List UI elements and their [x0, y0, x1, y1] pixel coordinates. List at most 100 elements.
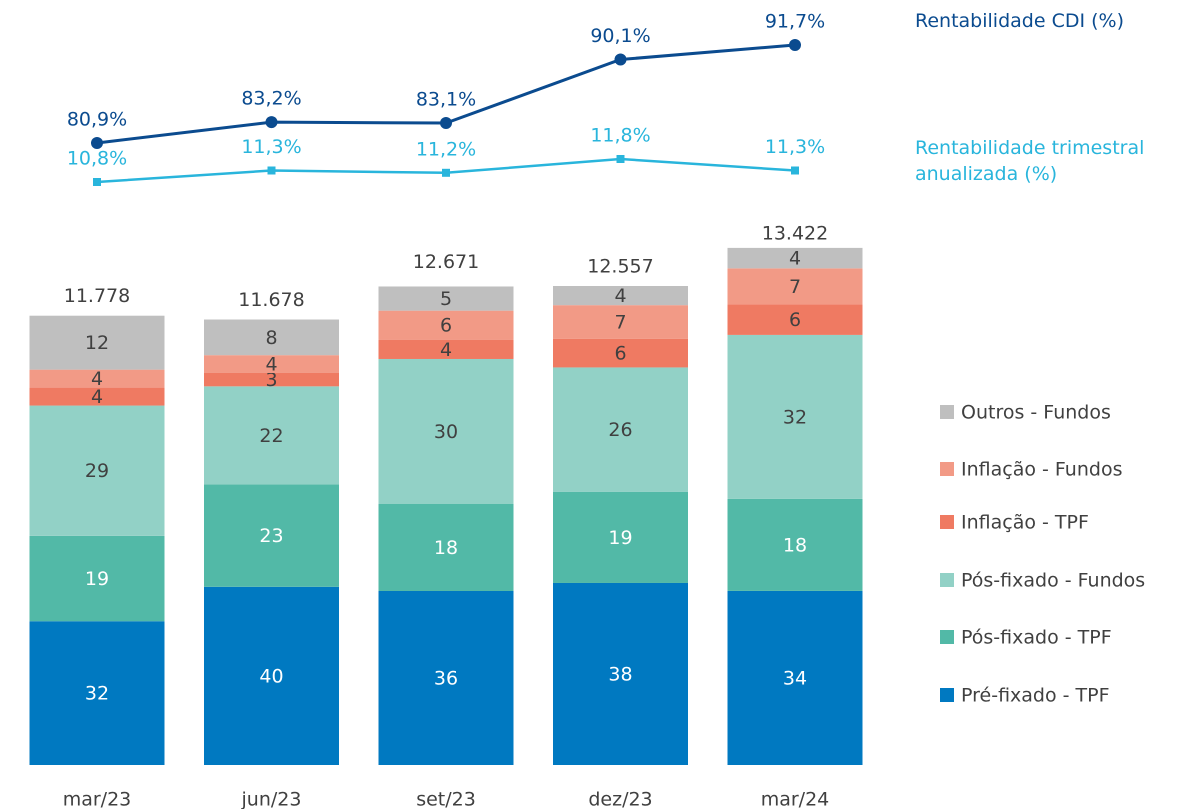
data-label: 4 [91, 368, 103, 390]
data-label: 5 [440, 288, 452, 310]
data-label: 90,1% [590, 25, 650, 47]
bar-segment [553, 338, 688, 368]
data-label: 40 [259, 665, 283, 687]
total-label: 11.678 [238, 289, 304, 311]
data-label: 6 [614, 343, 626, 365]
data-label: 38 [608, 663, 632, 685]
bar-segment [727, 268, 863, 305]
total-label: 11.778 [64, 285, 130, 307]
total-label: 13.422 [762, 223, 828, 245]
line [96, 43, 796, 145]
data-label: 4 [789, 248, 801, 270]
x-tick-label: jun/23 [241, 789, 302, 809]
legend-swatch [940, 462, 954, 476]
x-tick-label: dez/23 [588, 789, 652, 809]
data-label: 19 [608, 527, 632, 549]
data-label: 26 [608, 419, 632, 441]
bar-segment [29, 387, 165, 406]
data-label: 7 [789, 276, 801, 298]
data-label: 6 [440, 315, 452, 337]
data-label: 4 [91, 386, 103, 408]
bar-segment [29, 535, 165, 622]
bar-segment [378, 590, 514, 765]
legend-label: Outros - Fundos [961, 402, 1111, 424]
data-label: 23 [259, 525, 283, 547]
bar-segment [553, 582, 688, 765]
legend-swatch [940, 573, 954, 587]
bar-segment [727, 590, 863, 765]
data-label: 83,2% [241, 88, 301, 110]
total-label: 12.671 [413, 251, 479, 273]
data-label: 11,2% [416, 138, 476, 160]
x-tick-label: set/23 [416, 789, 476, 809]
marker [93, 178, 101, 186]
bar-segment [553, 305, 688, 339]
data-label: 34 [783, 667, 807, 689]
data-label: 22 [259, 425, 283, 447]
legend-swatch [940, 515, 954, 529]
data-label: 4 [614, 285, 626, 307]
bar-segment [204, 386, 339, 485]
bar-segment [553, 285, 688, 306]
marker [616, 155, 625, 163]
data-label: 11,8% [590, 125, 650, 147]
x-tick-label: mar/24 [761, 789, 830, 809]
bar-segment [378, 339, 514, 359]
bar-segment [553, 367, 688, 492]
marker [267, 166, 276, 175]
bar-segment [378, 310, 514, 340]
data-label: 3 [265, 369, 277, 391]
data-label: 11,3% [241, 136, 301, 158]
bar-segment [204, 484, 339, 587]
bar-segment [727, 334, 863, 499]
bar-segment [553, 491, 688, 583]
bar-segment [378, 286, 514, 311]
marker [791, 166, 799, 175]
bar-segment [204, 372, 339, 387]
legend-entry: Rentabilidade trimestral anualizada (%) [915, 137, 1145, 185]
data-label: 7 [614, 311, 626, 333]
bar-segment [727, 498, 863, 591]
data-label: 30 [434, 421, 458, 443]
data-label: 10,8% [67, 148, 127, 170]
data-label: 91,7% [765, 11, 825, 33]
bar-segment [727, 247, 863, 269]
data-label: 83,1% [416, 89, 476, 111]
bar-segment [29, 405, 165, 536]
data-label: 18 [434, 537, 458, 559]
data-label: 32 [783, 406, 807, 428]
x-tick-label: mar/23 [63, 789, 132, 809]
legend-entry: Rentabilidade CDI (%) [915, 10, 1124, 32]
data-label: 6 [789, 309, 801, 331]
total-label: 12.557 [587, 255, 653, 277]
data-label: 18 [783, 534, 807, 556]
data-label: 8 [265, 327, 277, 349]
legend-label: Pós-fixado - Fundos [961, 570, 1145, 592]
bar-segment [204, 319, 339, 356]
bar-segment [378, 358, 514, 504]
marker [442, 168, 450, 177]
legend-label: Inflação - Fundos [961, 459, 1122, 481]
bar-segment [29, 621, 165, 765]
data-label: 80,9% [67, 109, 127, 131]
bar-segment [378, 503, 514, 591]
data-label: 12 [85, 332, 109, 354]
data-label: 4 [265, 354, 277, 376]
legend-label: Pré-fixado - TPF [961, 685, 1110, 707]
data-label: 36 [434, 667, 458, 689]
bar-segment [29, 369, 165, 388]
data-label: 4 [440, 339, 452, 361]
legend-swatch [940, 630, 954, 644]
data-label: 32 [85, 683, 109, 705]
data-label: 19 [85, 568, 109, 590]
data-label: 29 [85, 460, 109, 482]
bar-segment [204, 355, 339, 373]
bar-segment [727, 304, 863, 335]
bar-segment [204, 586, 339, 765]
legend-swatch [940, 688, 954, 702]
legend-label: Inflação - TPF [961, 512, 1089, 534]
legend-swatch [940, 405, 954, 419]
data-label: 11,3% [765, 136, 825, 158]
